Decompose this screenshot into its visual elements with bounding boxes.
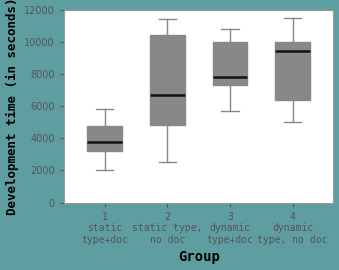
PathPatch shape: [276, 42, 310, 100]
PathPatch shape: [213, 42, 247, 85]
X-axis label: Group: Group: [178, 251, 220, 264]
Y-axis label: Development time (in seconds): Development time (in seconds): [5, 0, 19, 215]
PathPatch shape: [150, 35, 185, 126]
PathPatch shape: [87, 126, 122, 151]
